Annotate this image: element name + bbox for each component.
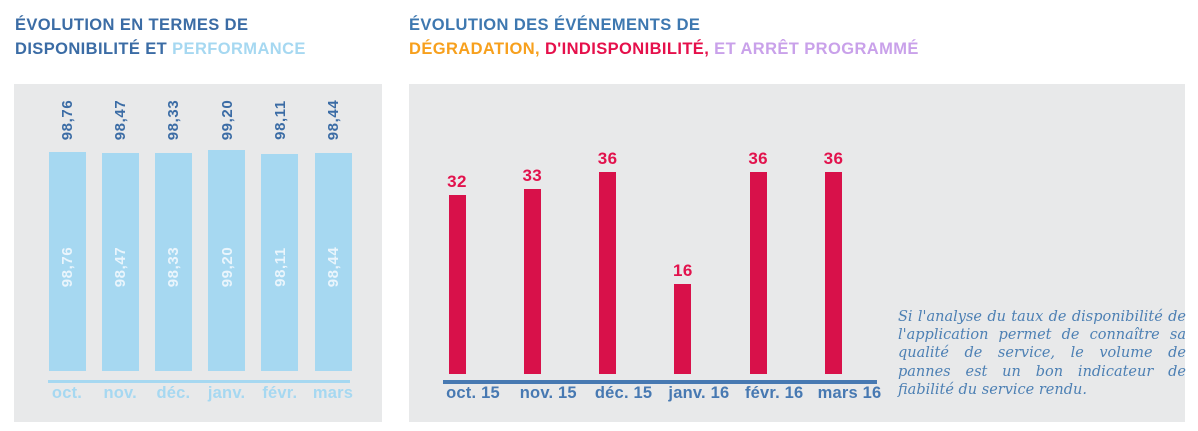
bar-nov-15 bbox=[523, 189, 541, 374]
availability-chart-panel: 98,76 98,76 oct. 98,47 98,47 nov. 98,33 98,33 dé… bbox=[14, 84, 382, 422]
title-segment: ÉVOLUTION EN TERMES DE bbox=[15, 16, 249, 34]
bar-inner-value-label: 98,76 bbox=[58, 246, 76, 288]
bar-inner-value-label: 98,33 bbox=[164, 246, 182, 288]
bar-janv bbox=[208, 150, 246, 371]
bar-value-label: 99,20 bbox=[218, 99, 236, 141]
availability-title-line1: ÉVOLUTION EN TERMES DE bbox=[15, 16, 248, 34]
title-segment: ET ARRÊT PROGRAMMÉ bbox=[709, 39, 919, 58]
category-label: févr. bbox=[262, 384, 298, 402]
bar-déc bbox=[154, 153, 192, 371]
bar-mars-16 bbox=[825, 172, 842, 374]
analysis-note: Si l'analyse du taux de disponibilité de… bbox=[898, 309, 1186, 398]
bar-value-label: 16 bbox=[673, 261, 693, 280]
events-chart-title: ÉVOLUTION DES ÉVÉNEMENTS DE DÉGRADATION,… bbox=[409, 14, 919, 61]
category-label: janv. 16 bbox=[668, 384, 730, 402]
x-axis-line bbox=[48, 380, 350, 383]
bar-janv-16 bbox=[674, 284, 692, 374]
bar-value-label: 33 bbox=[522, 166, 543, 185]
title-segment: D'INDISPONIBILITÉ, bbox=[540, 39, 710, 58]
bar-mars bbox=[314, 152, 352, 371]
availability-chart-title: ÉVOLUTION EN TERMES DE DISPONIBILITÉ ET … bbox=[15, 14, 306, 61]
category-label: nov. 15 bbox=[519, 384, 577, 402]
category-label: déc. 15 bbox=[594, 384, 653, 402]
events-chart-panel: Si l'analyse du taux de disponibilité de… bbox=[409, 84, 1186, 422]
bar-value-label: 36 bbox=[597, 149, 618, 168]
events-title-line2: DÉGRADATION, D'INDISPONIBILITÉ, ET ARRÊT… bbox=[409, 40, 919, 58]
events-title-line1: ÉVOLUTION DES ÉVÉNEMENTS DE bbox=[409, 16, 700, 34]
category-label: déc. bbox=[156, 384, 191, 402]
category-label: mars bbox=[312, 384, 354, 402]
bar-value-label: 98,44 bbox=[324, 99, 342, 141]
category-label: oct. 15 bbox=[446, 384, 500, 402]
bar-févr-16 bbox=[749, 172, 767, 374]
x-axis-line bbox=[443, 380, 877, 384]
bar-value-label: 98,47 bbox=[111, 99, 129, 141]
category-label: nov. bbox=[103, 384, 137, 402]
category-label: févr. 16 bbox=[744, 384, 804, 402]
category-label: janv. bbox=[207, 384, 246, 402]
bar-inner-value-label: 98,47 bbox=[111, 246, 129, 288]
bar-oct-15 bbox=[448, 195, 466, 374]
bar-value-label: 32 bbox=[447, 172, 467, 191]
bar-value-label: 36 bbox=[748, 149, 769, 168]
title-segment: ÉVOLUTION DES ÉVÉNEMENTS DE bbox=[409, 16, 701, 34]
title-segment: DÉGRADATION, bbox=[409, 39, 540, 58]
bar-value-label: 98,33 bbox=[164, 99, 182, 141]
bar-févr bbox=[261, 154, 299, 371]
bar-value-label: 98,76 bbox=[58, 99, 76, 141]
bar-inner-value-label: 98,11 bbox=[271, 247, 289, 287]
bar-inner-value-label: 99,20 bbox=[218, 246, 236, 288]
title-segment: PERFORMANCE bbox=[172, 39, 306, 58]
category-label: oct. bbox=[51, 384, 83, 402]
title-segment: DISPONIBILITÉ ET bbox=[15, 39, 173, 58]
bar-inner-value-label: 98,44 bbox=[324, 246, 342, 288]
bar-value-label: 98,11 bbox=[271, 100, 289, 140]
bar-déc-15 bbox=[599, 172, 617, 374]
availability-title-line2: DISPONIBILITÉ ET PERFORMANCE bbox=[15, 40, 306, 58]
bar-oct bbox=[48, 151, 86, 371]
bar-nov bbox=[101, 152, 139, 371]
category-label: mars 16 bbox=[817, 384, 882, 402]
bar-value-label: 36 bbox=[823, 149, 844, 168]
